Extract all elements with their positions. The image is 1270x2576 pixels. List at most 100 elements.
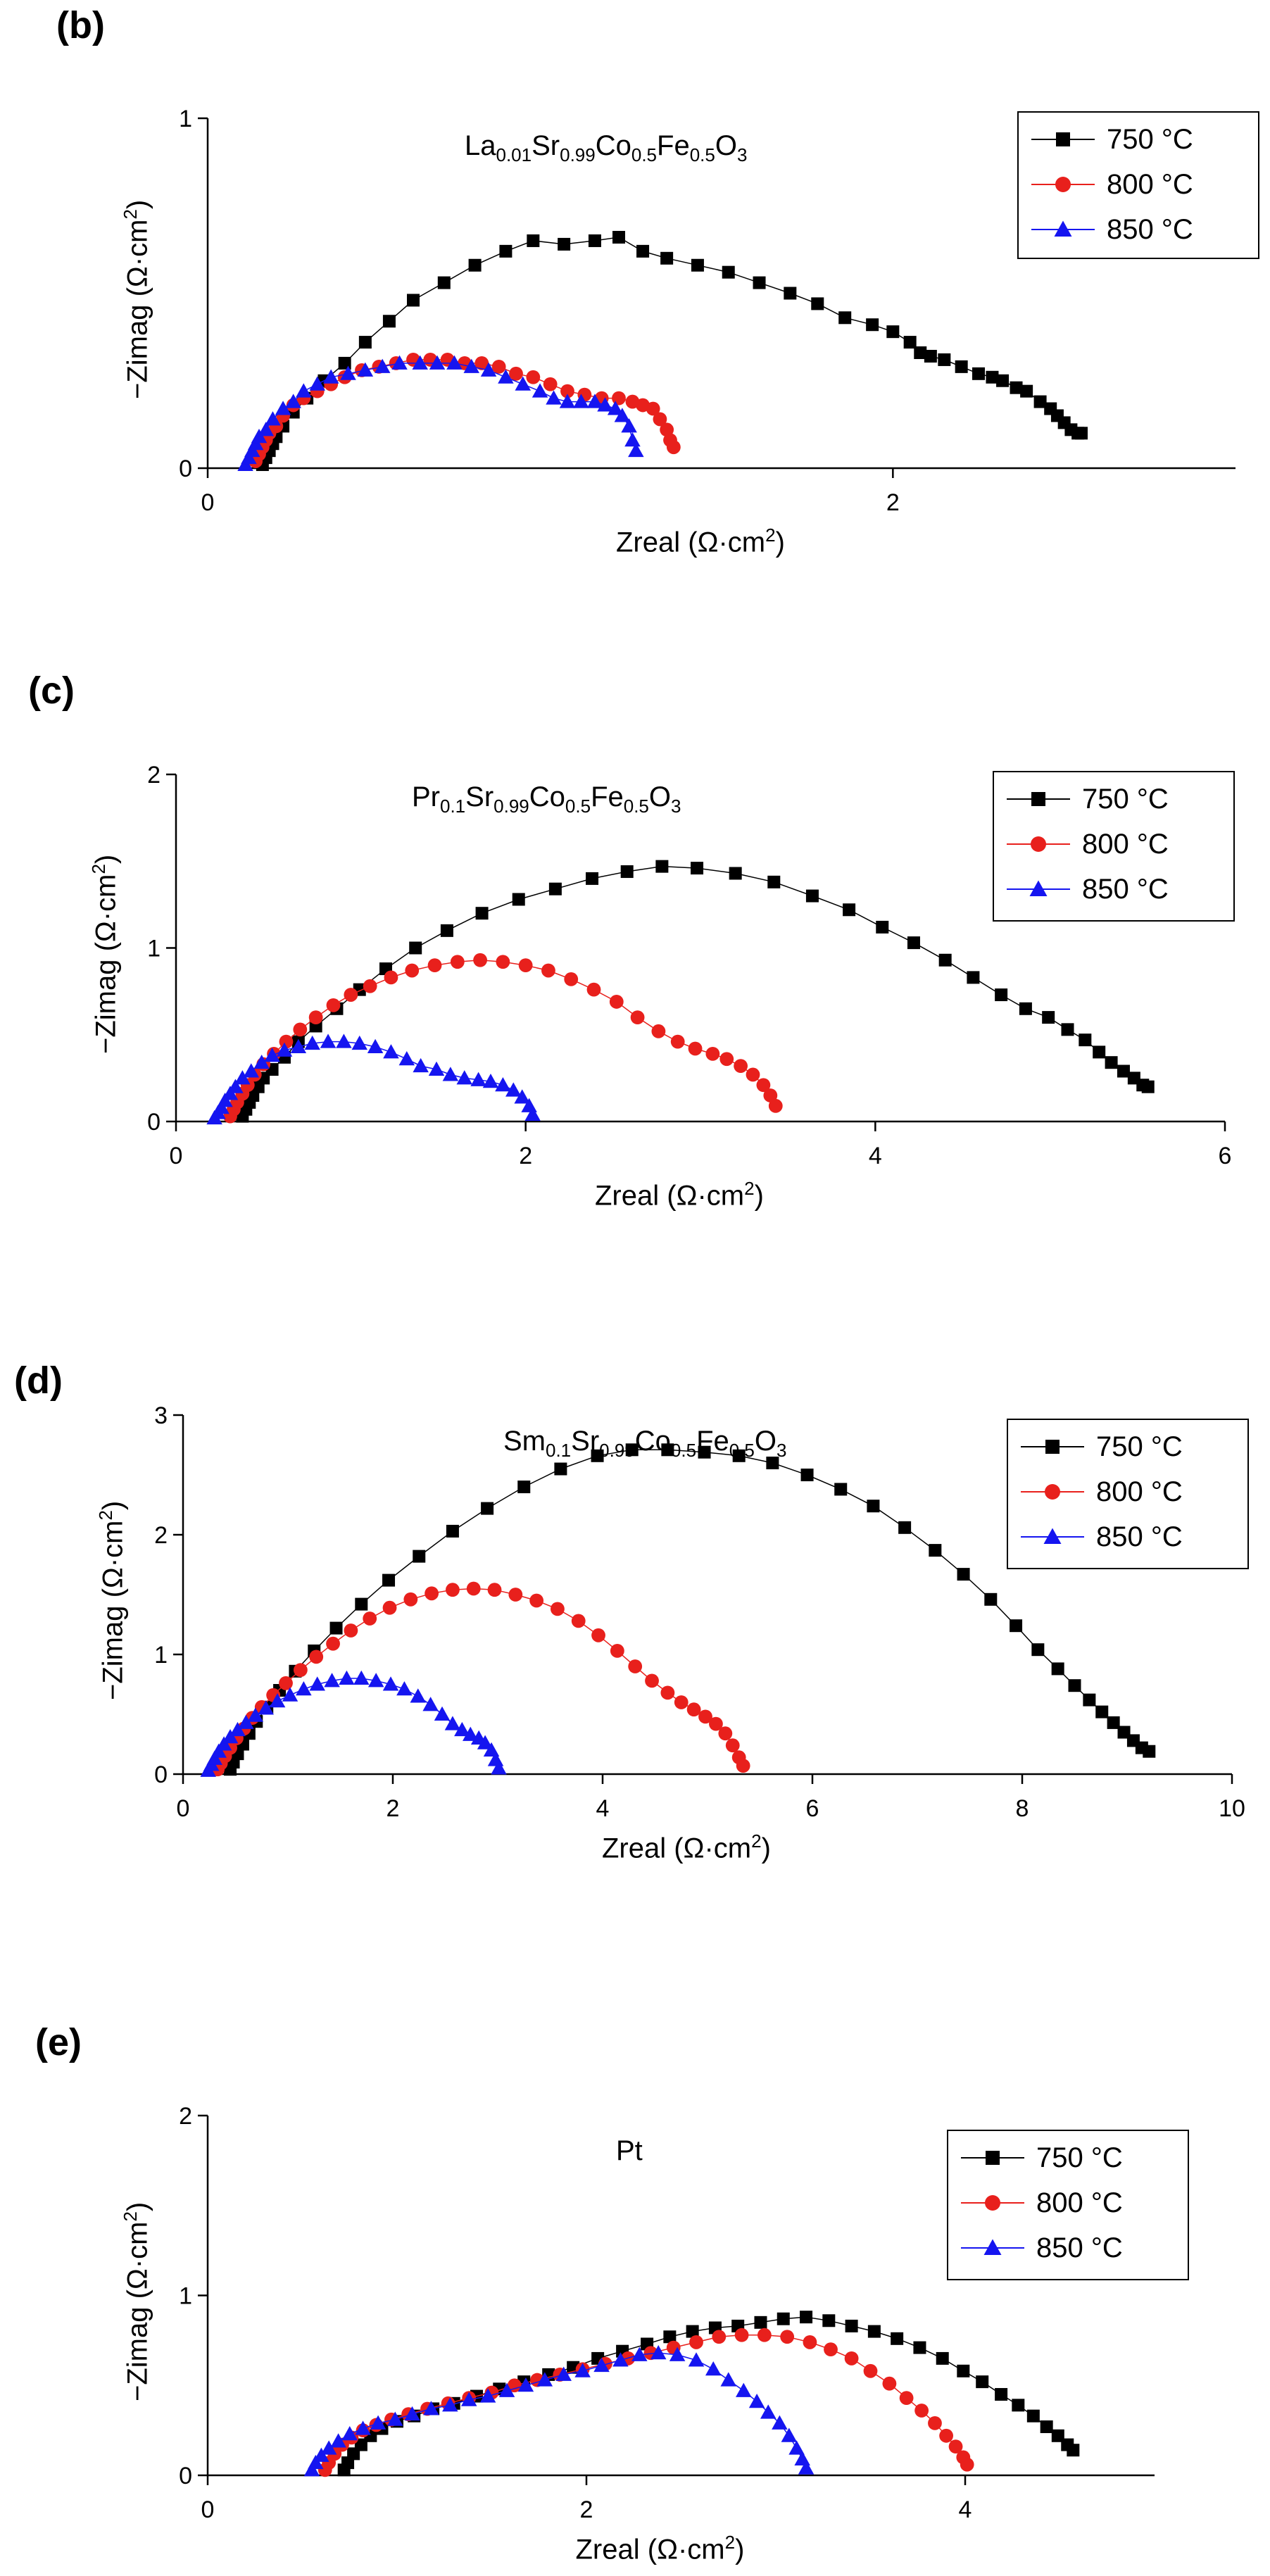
data-point <box>498 2382 515 2397</box>
x-tick-label: 2 <box>386 1795 400 1822</box>
data-point <box>720 2372 736 2387</box>
data-point <box>477 1735 493 1749</box>
data-point <box>308 1010 323 1024</box>
data-point <box>620 865 634 879</box>
data-point <box>907 936 920 950</box>
x-axis-label: Zreal (Ω·cm2) <box>575 2532 745 2565</box>
data-point <box>363 1611 377 1626</box>
data-point <box>777 2312 790 2325</box>
data-point <box>928 2416 942 2430</box>
data-point <box>996 374 1010 387</box>
data-point <box>404 2406 420 2421</box>
y-tick-label: 2 <box>154 1522 168 1549</box>
data-point <box>631 2346 648 2361</box>
legend-marker-shape <box>986 2151 1000 2165</box>
data-point <box>491 1760 507 1775</box>
data-point <box>593 2357 610 2373</box>
x-tick-label: 2 <box>886 489 900 516</box>
data-point <box>924 349 937 363</box>
data-point <box>341 2425 358 2441</box>
data-point <box>258 422 274 436</box>
data-point <box>914 2404 929 2418</box>
data-point <box>719 1052 734 1067</box>
y-tick-label: 1 <box>154 1642 168 1669</box>
x-axis-label: Zreal (Ω·cm2) <box>616 524 785 558</box>
data-point <box>766 1457 779 1469</box>
data-point <box>734 2327 749 2342</box>
data-point <box>591 1628 605 1642</box>
data-point <box>434 1706 451 1721</box>
y-tick-label: 2 <box>179 2103 192 2130</box>
data-point <box>844 2351 859 2365</box>
panel-label: (e) <box>35 2021 82 2063</box>
data-point <box>515 376 531 391</box>
data-point <box>363 979 377 993</box>
x-tick-label: 10 <box>1219 1795 1245 1822</box>
data-point <box>586 872 599 885</box>
data-point <box>480 362 497 377</box>
legend-entry: 750 °C <box>1008 1424 1247 1469</box>
data-point <box>886 325 900 339</box>
legend-marker <box>1055 177 1071 192</box>
data-point <box>367 1673 384 1688</box>
data-point <box>383 1044 399 1059</box>
data-point <box>230 1721 246 1737</box>
data-point <box>396 1681 413 1696</box>
data-point <box>948 2439 963 2454</box>
x-tick-label: 8 <box>1016 1795 1029 1822</box>
data-point <box>914 346 927 359</box>
data-point <box>784 287 797 300</box>
data-point <box>234 1070 251 1085</box>
data-point <box>670 1034 685 1049</box>
legend-marker <box>1031 836 1046 852</box>
data-point <box>957 2364 970 2377</box>
series-line-0 <box>344 2316 1074 2470</box>
data-point <box>772 2415 788 2430</box>
data-point <box>326 998 341 1012</box>
data-point <box>413 1057 429 1073</box>
data-point <box>560 384 574 398</box>
data-point <box>429 355 446 370</box>
data-point <box>410 1688 427 1703</box>
data-point <box>586 394 603 408</box>
data-point <box>691 258 704 272</box>
data-point <box>293 1663 308 1678</box>
data-point <box>495 1076 511 1092</box>
data-point <box>957 1568 970 1581</box>
y-tick-label: 1 <box>179 106 192 132</box>
data-point <box>265 411 281 426</box>
data-point <box>621 418 637 433</box>
legend-marker-shape <box>1054 220 1072 237</box>
data-point <box>344 988 358 1002</box>
panel-label: (c) <box>28 670 75 712</box>
data-point <box>811 297 824 310</box>
legend-entry: 850 °C <box>994 867 1233 912</box>
data-point <box>748 2393 765 2408</box>
data-point <box>215 1736 232 1751</box>
data-point <box>705 1046 720 1061</box>
data-point <box>482 1074 499 1088</box>
data-point <box>407 294 420 307</box>
data-point <box>423 2401 439 2415</box>
data-point <box>688 1041 703 1056</box>
data-point <box>967 971 980 984</box>
data-point <box>591 1449 604 1462</box>
data-point <box>781 2427 798 2442</box>
legend-marker <box>1045 1484 1060 1500</box>
x-tick-label: 6 <box>1219 1143 1232 1169</box>
legend-label: 750 °C <box>1096 1431 1183 1462</box>
data-point <box>320 1033 337 1048</box>
data-point <box>460 2392 477 2406</box>
data-point <box>387 2411 403 2426</box>
x-axis-label: Zreal (Ω·cm2) <box>595 1178 764 1212</box>
panel-label: (b) <box>56 4 105 46</box>
legend-entry: 850 °C <box>948 2225 1188 2270</box>
data-point <box>276 1042 293 1057</box>
data-point <box>548 882 562 896</box>
data-point <box>625 1443 639 1457</box>
legend-marker <box>985 2195 1000 2211</box>
x-tick-label: 6 <box>806 1795 819 1822</box>
data-point <box>326 1636 340 1651</box>
data-point <box>258 1700 274 1715</box>
data-point <box>1061 1023 1074 1036</box>
